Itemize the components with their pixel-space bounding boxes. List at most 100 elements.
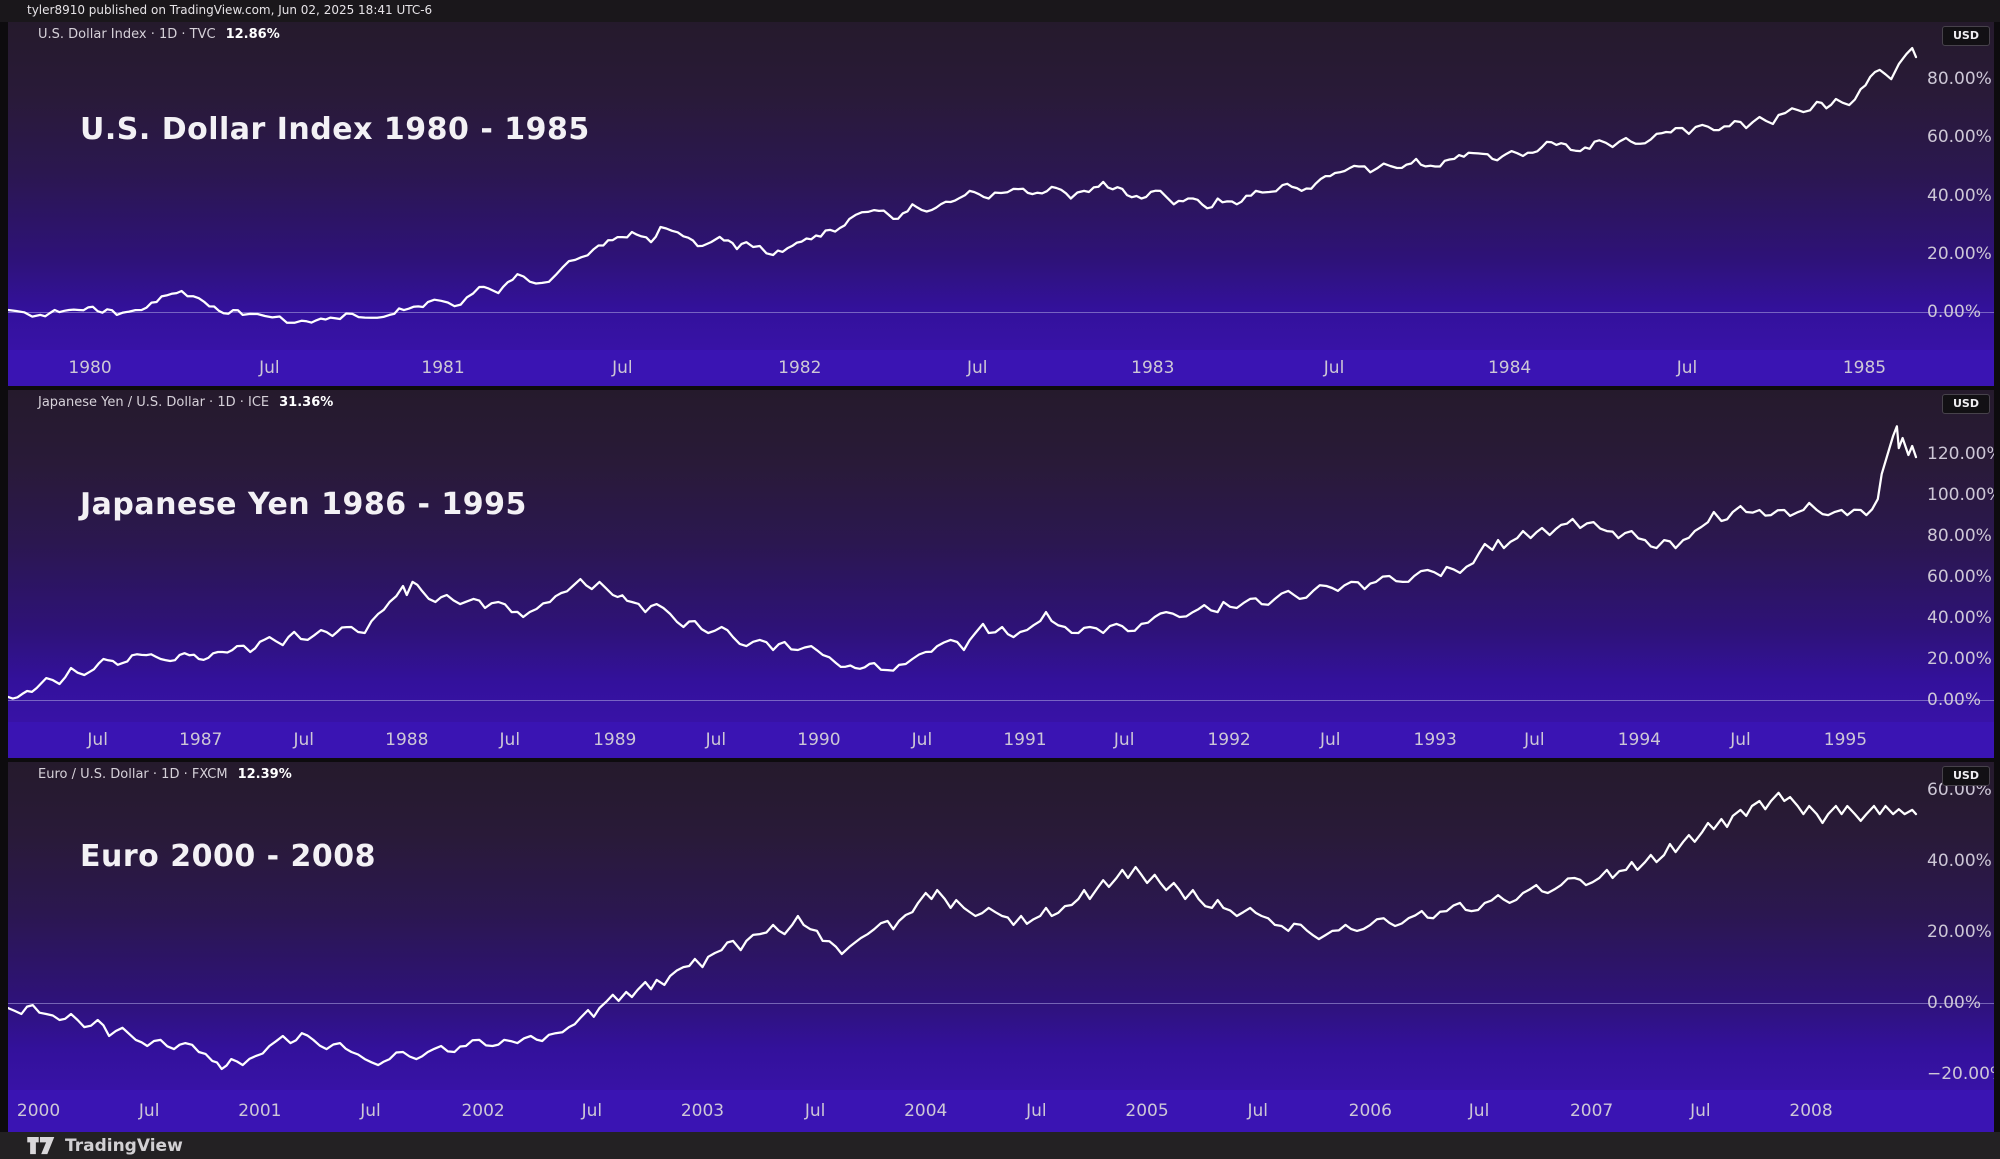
time-axis-tick: Jul	[1113, 730, 1135, 750]
chart-title-watermark: Japanese Yen 1986 - 1995	[80, 487, 527, 522]
time-axis-tick: 2001	[238, 1101, 282, 1121]
price-scale-tick: 40.00%	[1927, 185, 1992, 206]
time-axis-tick: 2000	[16, 1101, 61, 1121]
tradingview-logo-icon[interactable]	[27, 1136, 57, 1155]
chart-pane-usd-index: U.S. Dollar Index · 1D · TVC 12.86% U.S. …	[8, 22, 1994, 386]
time-axis-tick: Jul	[911, 730, 933, 750]
price-line-series	[8, 425, 1918, 700]
price-scale[interactable]: 120.00% 100.00% 80.00% 60.00% 40.00% 20.00% 0.…	[1927, 414, 1994, 722]
chart-background: Japanese Yen / U.S. Dollar · 1D · ICE 31.…	[8, 390, 1994, 722]
price-scale[interactable]: 80.00% 60.00% 40.00% 20.00% 0.00%	[1927, 46, 1993, 350]
plot-area[interactable]: Japanese Yen 1986 - 1995 120.00% 100.00% 8…	[8, 414, 1994, 722]
price-scale-tick: 120.00%	[1927, 444, 1994, 464]
time-axis-tick: 2008	[1789, 1101, 1833, 1121]
time-axis-tick: 2005	[1125, 1101, 1169, 1121]
price-scale[interactable]: 60.00%40.00%20.00%0.00%−20.00%	[1927, 780, 1994, 1090]
time-axis-tick: Jul	[1676, 358, 1698, 378]
price-scale-tick: 0.00%	[1927, 690, 1982, 710]
price-scale-tick: 20.00%	[1927, 243, 1992, 264]
chart-legend[interactable]: Euro / U.S. Dollar · 1D · FXCM 12.39%	[38, 762, 292, 788]
change-percentage: 12.39%	[237, 767, 292, 782]
price-scale-tick: 40.00%	[1927, 608, 1992, 628]
publish-attribution-text: tyler8910 published on TradingView.com, …	[27, 3, 433, 17]
time-axis-tick: Jul	[1690, 1101, 1711, 1121]
time-axis-tick: 1987	[179, 730, 223, 750]
chart-legend[interactable]: U.S. Dollar Index · 1D · TVC 12.86%	[38, 22, 280, 48]
time-axis-tick: 1989	[593, 730, 637, 750]
currency-unit-badge[interactable]: USD	[1942, 394, 1990, 414]
time-axis-tick: 1993	[1413, 730, 1457, 750]
time-axis[interactable]: 2000 Jul 2001 Jul 2002 Jul 2003 Jul 2004 Jul 2005 J…	[8, 1090, 1994, 1132]
chart-pane-euro: Euro / U.S. Dollar · 1D · FXCM 12.39% Eur…	[8, 762, 1994, 1132]
symbol-title[interactable]: Japanese Yen / U.S. Dollar · 1D · ICE	[38, 395, 270, 410]
time-axis-tick: Jul	[259, 358, 280, 378]
currency-unit-badge[interactable]: USD	[1942, 26, 1990, 46]
time-axis-tick: Jul	[1730, 730, 1751, 750]
time-axis-tick: 2007	[1569, 1101, 1614, 1121]
time-axis-tick: 2002	[461, 1101, 505, 1121]
time-axis-tick: Jul	[581, 1101, 603, 1121]
price-scale-tick: 20.00%	[1927, 649, 1992, 669]
time-axis[interactable]: 1980 Jul 1981 Jul 1982 Jul 1983 Jul 1984 Jul 1985	[8, 350, 1994, 386]
chart-title-watermark: U.S. Dollar Index 1980 - 1985	[80, 112, 590, 147]
time-axis-tick: 1992	[1207, 730, 1251, 750]
time-axis-tick: 1995	[1823, 730, 1868, 750]
price-scale-tick: 20.00%	[1927, 922, 1992, 942]
price-scale-tick: 60.00%	[1927, 127, 1992, 148]
time-axis-tick: 1983	[1131, 358, 1175, 378]
time-axis-tick: Jul	[1524, 730, 1545, 750]
time-axis-tick: 2003	[680, 1101, 725, 1121]
price-scale-tick: 0.00%	[1927, 993, 1982, 1013]
time-axis-tick: 1981	[421, 358, 465, 378]
time-axis[interactable]: Jul 1987 Jul 1988 Jul 1989 Jul 1990 Jul 1991 Jul 19…	[8, 722, 1994, 758]
time-axis-tick: Jul	[612, 358, 633, 378]
price-scale-tick: 80.00%	[1927, 69, 1992, 90]
symbol-title[interactable]: U.S. Dollar Index · 1D · TVC	[38, 27, 216, 42]
publish-attribution-bar: tyler8910 published on TradingView.com, …	[0, 0, 2000, 22]
time-axis-tick: 2006	[1348, 1101, 1392, 1121]
price-scale-tick: 80.00%	[1927, 526, 1992, 546]
change-percentage: 12.86%	[225, 27, 280, 42]
time-axis-tick: 1982	[778, 358, 822, 378]
chart-pane-japanese-yen: Japanese Yen / U.S. Dollar · 1D · ICE 31.…	[8, 390, 1994, 758]
time-axis-tick: Jul	[499, 730, 521, 750]
chart-background: Euro / U.S. Dollar · 1D · FXCM 12.39% Eur…	[8, 762, 1994, 1090]
time-axis-tick: Jul	[87, 730, 108, 750]
zero-gridline	[8, 312, 1994, 313]
time-axis-tick: Jul	[1026, 1101, 1047, 1121]
time-axis-tick: 1991	[1003, 730, 1047, 750]
plot-area[interactable]: U.S. Dollar Index 1980 - 1985 80.00% 60.0…	[8, 46, 1994, 350]
time-axis-tick: 2004	[904, 1101, 948, 1121]
price-line-series	[8, 791, 1918, 1071]
chart-background: U.S. Dollar Index · 1D · TVC 12.86% U.S. …	[8, 22, 1994, 350]
currency-unit-badge[interactable]: USD	[1942, 766, 1990, 786]
price-scale-tick: 100.00%	[1927, 485, 1994, 505]
time-axis-tick: 1994	[1617, 730, 1661, 750]
time-axis-tick: 1990	[797, 730, 841, 750]
zero-gridline	[8, 700, 1994, 701]
price-scale-tick: −20.00%	[1927, 1064, 1994, 1084]
tradingview-brand[interactable]: TradingView	[65, 1135, 183, 1156]
time-axis-tick: 1988	[385, 730, 429, 750]
time-axis-tick: Jul	[804, 1101, 826, 1121]
time-axis-tick: Jul	[705, 730, 727, 750]
time-axis-tick: Jul	[1319, 730, 1341, 750]
footer-bar: TradingView	[0, 1132, 2000, 1159]
time-axis-tick: 1980	[68, 358, 112, 378]
time-axis-tick: Jul	[1247, 1101, 1268, 1121]
price-line-series	[8, 46, 1918, 324]
symbol-title[interactable]: Euro / U.S. Dollar · 1D · FXCM	[38, 767, 228, 782]
change-percentage: 31.36%	[279, 395, 334, 410]
zero-gridline	[8, 1003, 1994, 1004]
time-axis-tick: Jul	[1468, 1101, 1490, 1121]
price-scale-tick: 60.00%	[1927, 567, 1992, 587]
time-axis-tick: 1984	[1487, 358, 1532, 378]
time-axis-tick: 1985	[1842, 358, 1887, 378]
chart-legend[interactable]: Japanese Yen / U.S. Dollar · 1D · ICE 31.…	[38, 390, 333, 416]
time-axis-tick: Jul	[1323, 358, 1345, 378]
price-scale-tick: 0.00%	[1927, 302, 1982, 322]
plot-area[interactable]: Euro 2000 - 2008 60.00% 40.00% 20.00% 0.00%…	[8, 780, 1994, 1090]
chart-title-watermark: Euro 2000 - 2008	[80, 839, 377, 874]
time-axis-tick: Jul	[293, 730, 314, 750]
time-axis-tick: Jul	[138, 1101, 160, 1121]
